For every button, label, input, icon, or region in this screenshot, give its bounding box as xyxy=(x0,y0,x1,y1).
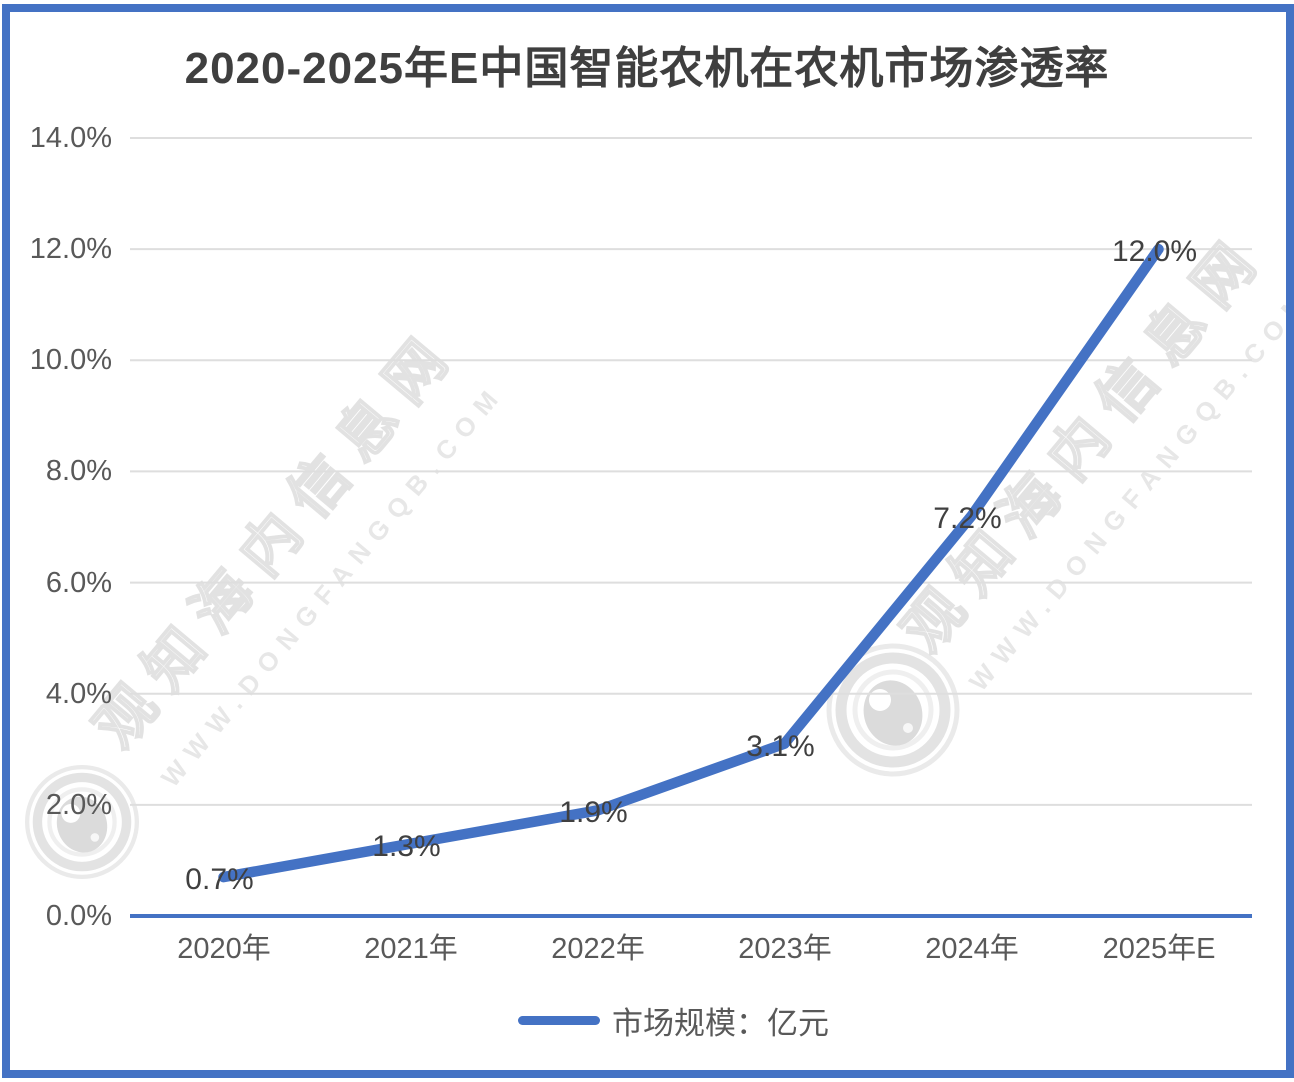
y-axis-tick-label: 12.0% xyxy=(29,233,112,266)
data-label: 12.0% xyxy=(1111,235,1198,269)
y-axis-tick-label: 4.0% xyxy=(45,677,112,710)
y-axis-tick-label: 14.0% xyxy=(29,122,112,154)
y-axis-tick-label: 6.0% xyxy=(45,566,112,599)
y-axis-tick-label: 8.0% xyxy=(45,455,112,488)
data-label: 7.2% xyxy=(933,501,1002,535)
data-label: 3.1% xyxy=(746,729,815,763)
x-axis-category-label: 2020年 xyxy=(177,933,271,965)
data-label: 1.3% xyxy=(372,829,441,863)
data-label: 0.7% xyxy=(185,863,254,897)
x-axis-category-label: 2023年 xyxy=(738,933,832,965)
legend: 市场规模：亿元 xyxy=(518,998,829,1043)
x-axis-category-label: 2022年 xyxy=(551,933,645,965)
legend-series-label: 市场规模：亿元 xyxy=(612,1006,829,1041)
y-axis-tick-label: 10.0% xyxy=(29,344,112,377)
y-axis-tick-label: 2.0% xyxy=(45,788,112,821)
legend-line-swatch xyxy=(518,1016,600,1025)
series-line xyxy=(218,243,1164,883)
y-axis-tick-label: 0.0% xyxy=(45,900,112,932)
data-label: 1.9% xyxy=(559,796,628,830)
x-axis-category-label: 2025年E xyxy=(1102,933,1216,965)
x-axis-category-label: 2021年 xyxy=(364,933,458,965)
chart-title: 2020-2025年E中国智能农机在农机市场渗透率 xyxy=(184,44,1110,93)
x-axis-category-label: 2024年 xyxy=(925,933,1019,965)
